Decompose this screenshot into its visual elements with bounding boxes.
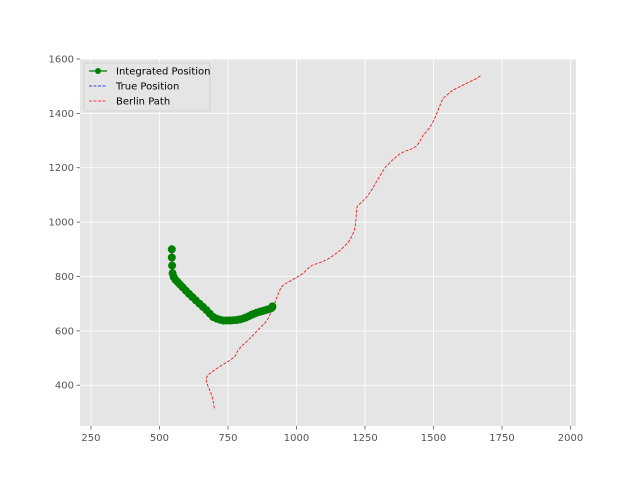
y-tick-label: 1400	[49, 109, 74, 120]
x-tick-label: 2000	[558, 433, 583, 444]
axes: 250 500 750 1000 1250 1500 1750 2000 400 600 800 10…	[49, 55, 584, 445]
y-tick-label: 600	[55, 326, 74, 337]
legend: Integrated Position True Position Berlin P…	[83, 62, 211, 112]
berlin-path-line	[205, 74, 482, 409]
x-tick-label: 1750	[489, 433, 514, 444]
plot-area	[80, 59, 576, 426]
y-tick-label: 1200	[49, 163, 74, 174]
data-layer	[167, 74, 482, 409]
x-tick-label: 1250	[352, 433, 377, 444]
y-tick-label: 1000	[49, 218, 74, 229]
legend-label-integrated-position: Integrated Position	[116, 67, 210, 78]
integrated-position-point	[167, 245, 176, 254]
legend-marker-integrated-position	[95, 68, 101, 74]
x-tick-label: 1000	[284, 433, 309, 444]
x-tick-label: 500	[150, 433, 169, 444]
integrated-position-point	[167, 253, 176, 262]
integrated-position-point	[268, 302, 277, 311]
y-tick-label: 800	[55, 272, 74, 283]
legend-box	[83, 62, 211, 112]
x-tick-label: 750	[218, 433, 237, 444]
y-tick-label: 400	[55, 381, 74, 392]
grid	[80, 58, 576, 426]
y-tick-label: 1600	[49, 55, 74, 66]
legend-label-berlin-path: Berlin Path	[116, 97, 170, 108]
x-tick-label: 250	[81, 433, 100, 444]
x-tick-label: 1500	[421, 433, 446, 444]
legend-label-true-position: True Position	[115, 82, 179, 93]
integrated-position-point	[168, 261, 177, 270]
